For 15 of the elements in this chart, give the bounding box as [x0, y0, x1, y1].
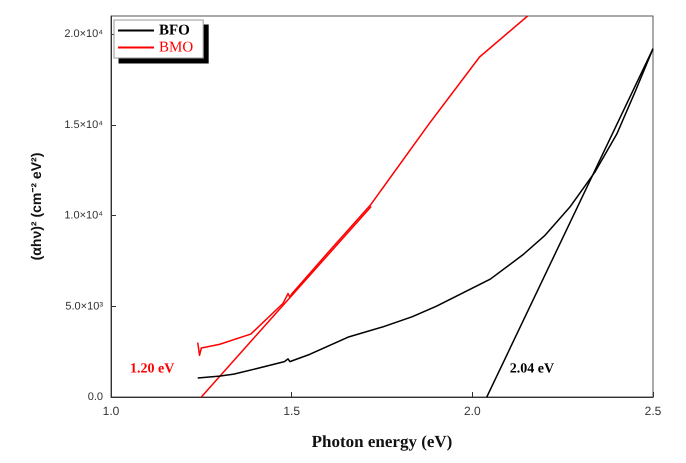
y-axis-title: (αhν)² (cm⁻² eV²)	[28, 152, 44, 260]
y-tick-label: 2.0×10⁴	[64, 28, 104, 40]
annotation: 2.04 eV	[510, 362, 554, 376]
x-axis-title: Photon energy (eV)	[312, 432, 452, 451]
y-tick-label: 0.0	[88, 391, 103, 403]
x-tick-label: 1.0	[102, 404, 120, 418]
x-tick-label: 2.0	[464, 404, 481, 418]
y-tick-label: 1.0×10⁴	[64, 210, 104, 222]
y-tick-label: 5.0×10³	[65, 300, 104, 312]
x-tick-label: 2.5	[644, 404, 662, 418]
legend-label: BMO	[159, 40, 194, 56]
legend-label: BFO	[159, 22, 190, 38]
annotation: 1.20 eV	[130, 362, 174, 376]
y-tick-label: 1.5×10⁴	[64, 118, 104, 131]
x-tick-label: 1.5	[283, 404, 300, 418]
